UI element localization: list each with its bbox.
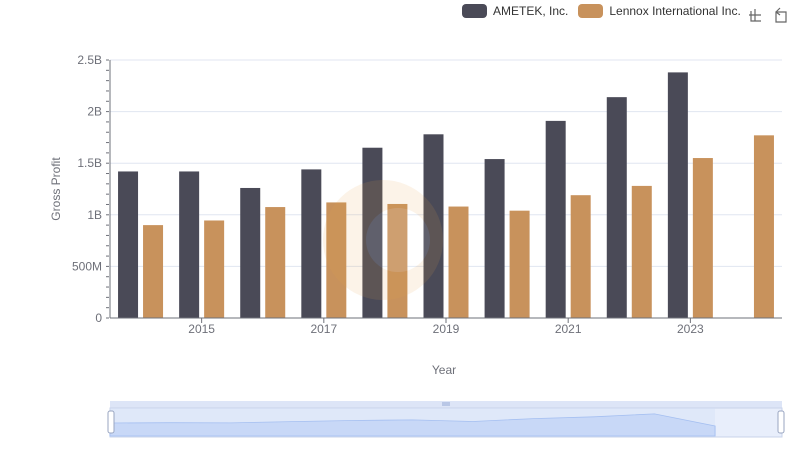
restore-icon[interactable]	[772, 6, 790, 24]
y-tick-label: 2B	[87, 105, 102, 119]
bar	[448, 206, 469, 318]
bar	[265, 207, 286, 318]
data-zoom-handle-left[interactable]	[107, 410, 115, 434]
bar	[753, 135, 774, 318]
bar	[362, 147, 383, 318]
bar	[179, 171, 200, 318]
data-zoom-selection[interactable]	[110, 408, 715, 437]
x-tick-label: 2019	[433, 322, 460, 336]
legend-item-lennox[interactable]: Lennox International Inc.	[578, 4, 741, 18]
data-zoom-preview-area	[109, 413, 716, 437]
x-tick-label: 2023	[677, 322, 704, 336]
x-axis-label: Year	[432, 363, 456, 377]
bar	[387, 203, 408, 318]
legend-label-ametek: AMETEK, Inc.	[493, 4, 569, 18]
bar	[484, 159, 505, 318]
data-zoom-move-handle[interactable]	[442, 402, 450, 406]
data-zoom-handle-right[interactable]	[777, 410, 785, 434]
legend-swatch-lennox	[578, 4, 604, 18]
x-tick-label: 2021	[555, 322, 582, 336]
legend: AMETEK, Inc. Lennox International Inc.	[462, 4, 751, 18]
zoom-icon[interactable]	[746, 6, 764, 24]
data-zoom-slider[interactable]	[107, 401, 785, 438]
bars	[118, 72, 774, 318]
bar	[667, 72, 688, 318]
bar	[118, 171, 139, 318]
bar	[301, 169, 322, 318]
bar	[570, 195, 591, 318]
legend-label-lennox: Lennox International Inc.	[609, 4, 741, 18]
legend-swatch-ametek	[462, 4, 487, 18]
bar	[326, 202, 347, 318]
y-axis-label: Gross Profit	[49, 157, 63, 221]
toolbox	[746, 6, 798, 24]
y-tick-label: 2.5B	[77, 53, 102, 67]
x-axis: 2015 2017 2019 2021 2023	[110, 317, 782, 336]
legend-item-ametek[interactable]: AMETEK, Inc.	[462, 4, 568, 18]
x-tick-label: 2017	[310, 322, 337, 336]
bar	[423, 134, 444, 318]
bar	[509, 210, 530, 318]
bar	[606, 97, 627, 318]
watermark-logo	[323, 180, 443, 300]
y-axis: 0 500M 1B 1.5B 2B 2.5B	[72, 53, 111, 325]
y-tick-label: 1.5B	[77, 156, 102, 170]
bar	[143, 225, 164, 318]
y-tick-label: 500M	[72, 259, 102, 273]
bar	[631, 185, 652, 318]
y-tick-label: 0	[95, 311, 102, 325]
bar	[240, 187, 261, 318]
y-tick-label: 1B	[87, 208, 102, 222]
bar	[204, 220, 225, 318]
x-tick-label: 2015	[188, 322, 215, 336]
bar	[545, 120, 566, 318]
bar	[692, 158, 713, 318]
